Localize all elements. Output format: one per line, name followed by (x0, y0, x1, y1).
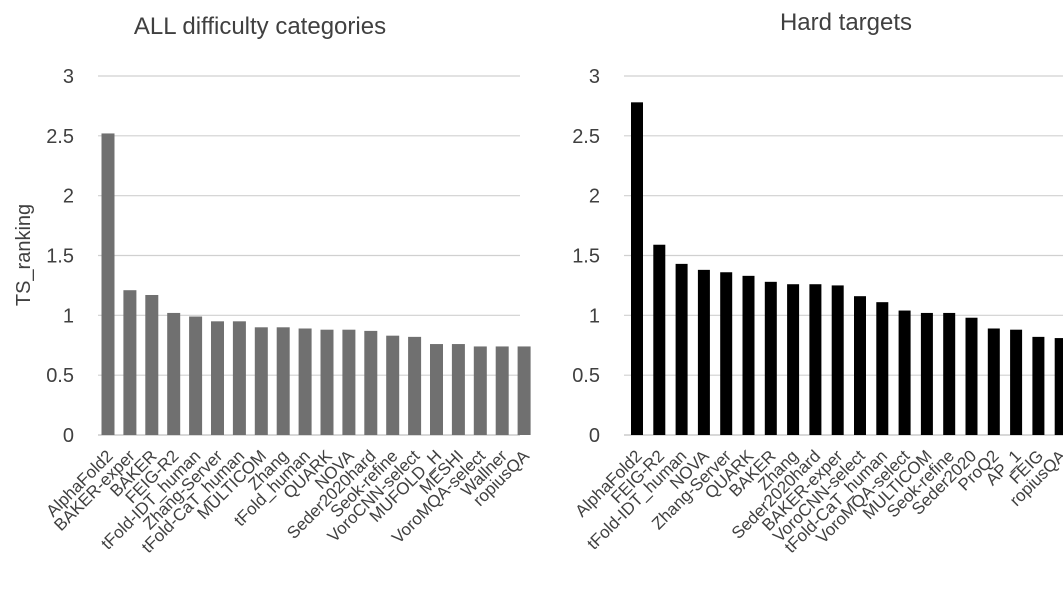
bar-tfold-cat-human (232, 321, 246, 435)
bar-zhang-server (211, 321, 224, 435)
y-tick-label: 0 (589, 425, 600, 447)
chart-panel-2: Hard targets00.511.522.53AlphaFold2FEIG-… (572, 9, 1063, 557)
bar-vorocnn-select (408, 336, 422, 435)
bar-voromqa-select (898, 310, 911, 435)
bar-seder2020hard (809, 284, 822, 435)
bar-tfold-human (298, 328, 312, 435)
y-tick-label: 1 (589, 305, 600, 327)
y-tick-label: 0.5 (572, 365, 600, 387)
bar-seok-refine (943, 312, 956, 435)
bar-zhang (276, 327, 290, 435)
bar-voromqa-select (473, 346, 487, 435)
bar-vorocnn-select (854, 296, 866, 435)
bar-baker (764, 281, 777, 435)
bar-seder2020hard (364, 330, 378, 435)
bar-feig (1032, 336, 1045, 435)
bar-baker-exper (831, 285, 844, 435)
chart-title: Hard targets (780, 9, 912, 36)
bar-wallner (495, 346, 509, 435)
bar-seok-refine (386, 335, 400, 435)
y-tick-label: 3 (589, 66, 600, 88)
bar-ropiusqa (1054, 338, 1063, 435)
bar-tfold-cat-human (876, 302, 889, 435)
bar-multicom (920, 312, 933, 435)
chart-panel-1: ALL difficulty categories 0 0.5 1 1.5 2 2.5 3 TS… (13, 13, 533, 557)
bar-feig-r2 (167, 312, 181, 435)
y-tick-label: 2.5 (46, 126, 74, 148)
bar-zhang (787, 284, 800, 435)
bar-quark (742, 275, 755, 435)
y-tick-label: 3 (63, 66, 74, 88)
bar-multicom (254, 327, 268, 435)
bar-mufold-h (430, 344, 443, 435)
bar-feig-r2 (653, 244, 666, 435)
chart-title: ALL difficulty categories (134, 13, 386, 40)
y-tick-label: 2.5 (572, 126, 600, 148)
bar-proq2 (987, 328, 1000, 435)
bar-tfold-idt-human (189, 316, 203, 435)
bar-nova (697, 269, 710, 435)
bar-tfold-idt-human (675, 263, 688, 435)
bar-ap-1 (1010, 329, 1023, 435)
y-tick-label: 0.5 (46, 365, 74, 387)
bar-zhang-server (720, 272, 733, 435)
y-tick-label: 2 (63, 186, 74, 208)
y-tick-label: 1 (63, 305, 74, 327)
y-tick-label: 0 (63, 425, 74, 447)
bar-alphafold2 (101, 133, 115, 435)
bar-baker-exper (123, 290, 137, 435)
bar-ropiusqa (517, 346, 531, 435)
y-axis-label: TS_ranking (13, 204, 35, 306)
y-tick-label: 1.5 (572, 246, 600, 268)
bar-alphafold2 (631, 102, 643, 436)
y-tick-label: 2 (589, 186, 600, 208)
bar-nova (342, 329, 356, 435)
bar-seder2020 (965, 317, 978, 435)
bar-quark (320, 329, 334, 435)
bar-meshi (451, 344, 465, 435)
y-tick-label: 1.5 (46, 246, 74, 268)
bar-baker (145, 294, 159, 435)
